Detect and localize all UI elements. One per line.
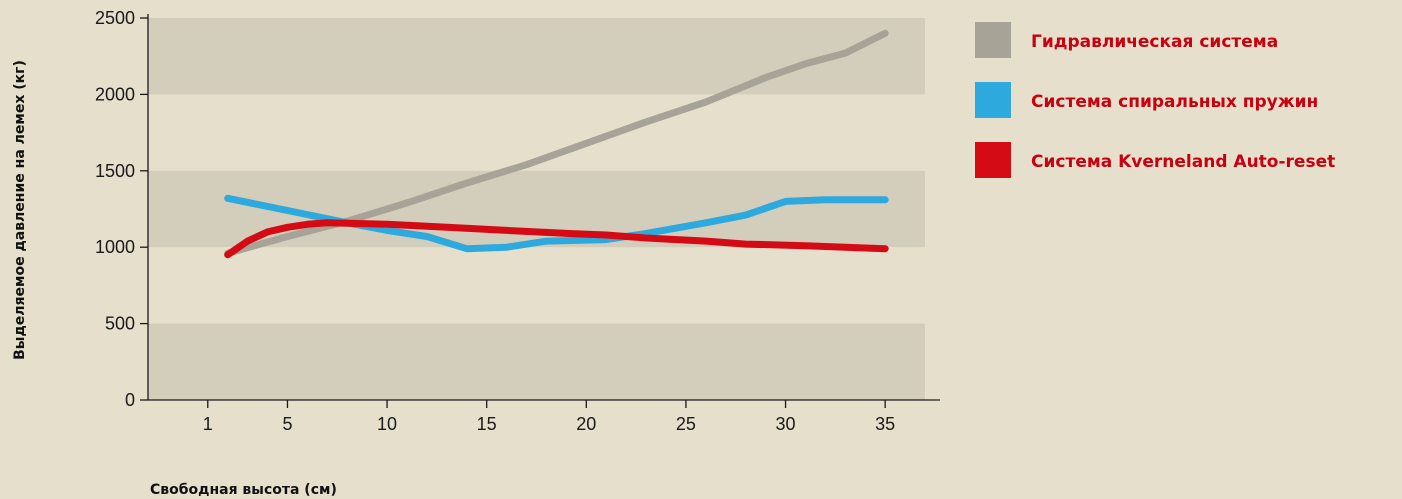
legend-item-hydraulic: Гидравлическая система [975, 18, 1335, 78]
background-bands [148, 18, 925, 400]
legend-item-auto-reset: Система Kverneland Auto-reset [975, 138, 1335, 198]
legend-label-hydraulic: Гидравлическая система [1031, 32, 1279, 52]
x-axis-title: Свободная высота (см) [150, 482, 337, 498]
legend-swatch-coil-spring [975, 82, 1011, 118]
x-tick-label: 20 [576, 414, 596, 434]
y-tick-label: 1000 [95, 237, 135, 257]
legend-swatch-auto-reset [975, 142, 1011, 178]
y-tick-label: 2500 [95, 8, 135, 28]
y-axis-ticks: 0 500 1000 1500 2000 2500 [95, 8, 148, 410]
y-tick-label: 1500 [95, 161, 135, 181]
legend-label-coil-spring: Система спиральных пружин [1031, 92, 1319, 112]
series-lines [224, 29, 889, 259]
x-tick-label: 5 [282, 414, 292, 434]
legend: Гидравлическая система Система спиральны… [975, 18, 1335, 198]
legend-swatch-hydraulic [975, 22, 1011, 58]
axes [147, 14, 940, 401]
x-tick-label: 25 [676, 414, 696, 434]
series-line-auto-reset [224, 219, 889, 259]
legend-item-coil-spring: Система спиральных пружин [975, 78, 1335, 138]
x-tick-label: 1 [203, 414, 213, 434]
y-tick-label: 2000 [95, 84, 135, 104]
legend-label-auto-reset: Система Kverneland Auto-reset [1031, 152, 1336, 172]
background-band [148, 323, 925, 400]
x-tick-label: 15 [477, 414, 497, 434]
y-tick-label: 500 [105, 314, 135, 334]
y-tick-label: 0 [125, 390, 135, 410]
x-axis-ticks: 1 5 10 15 20 25 30 35 [203, 400, 895, 434]
x-tick-label: 30 [776, 414, 796, 434]
background-band [148, 18, 925, 95]
x-tick-label: 10 [377, 414, 397, 434]
x-tick-label: 35 [875, 414, 895, 434]
y-axis-title: Выделяемое давление на лемех (кг) [12, 60, 28, 360]
